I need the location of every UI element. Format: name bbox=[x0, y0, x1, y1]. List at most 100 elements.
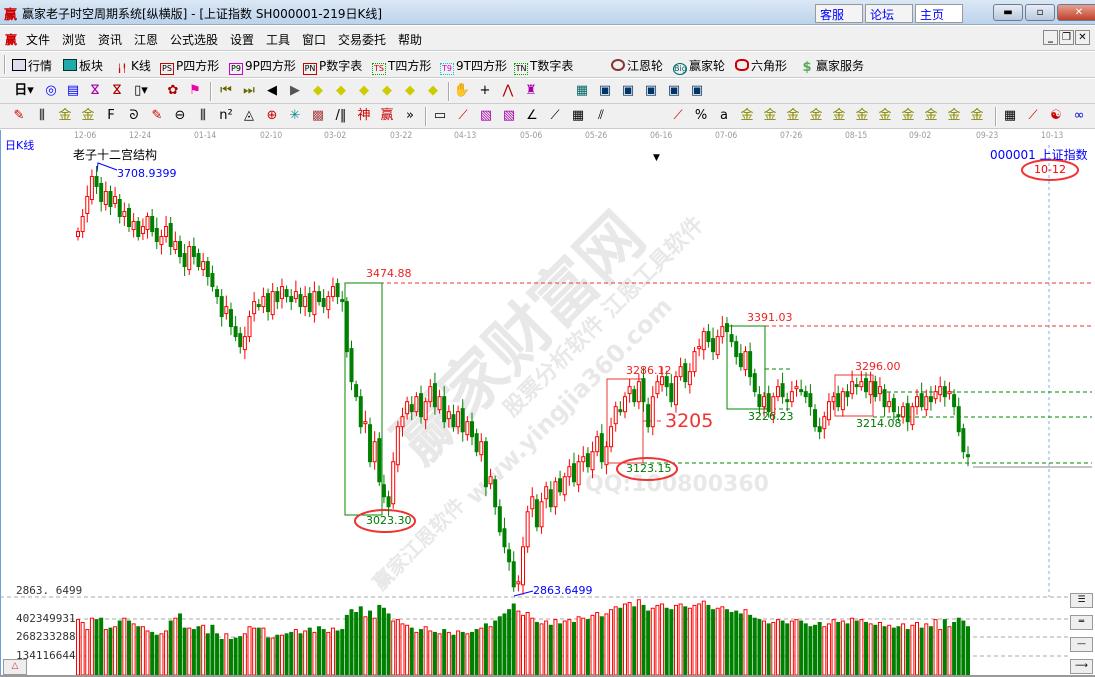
menu-formula[interactable]: 公式选股 bbox=[170, 33, 219, 47]
ray-icon[interactable]: ⟋ bbox=[550, 108, 560, 123]
layout-icon[interactable]: ▦ bbox=[1003, 108, 1017, 123]
text-icon[interactable]: a bbox=[720, 108, 728, 123]
sector-button[interactable]: 板块 bbox=[63, 57, 103, 74]
god-line-icon[interactable]: 神 bbox=[357, 108, 371, 123]
angle-fan-icon[interactable]: ∠ bbox=[526, 108, 538, 123]
clipboard-icon[interactable]: ▤ bbox=[66, 83, 80, 98]
scroll-left-icon[interactable]: ◀ bbox=[267, 83, 277, 98]
pen-icon[interactable]: ✎ bbox=[13, 108, 25, 123]
kline-button[interactable]: ╽╿ K线 bbox=[115, 57, 151, 76]
t-number-table-button[interactable]: TN T数字表 bbox=[514, 57, 573, 75]
close-button[interactable]: ✕ bbox=[1057, 4, 1095, 21]
calculator-icon[interactable]: ▣ bbox=[598, 83, 612, 98]
parallel-lines-icon[interactable]: ⫼ bbox=[39, 108, 45, 123]
menu-trade[interactable]: 交易委托 bbox=[338, 33, 387, 47]
grid-icon[interactable]: ▦ bbox=[571, 108, 585, 123]
spiral-icon[interactable]: ᘐ bbox=[129, 108, 139, 123]
maximize-button[interactable]: ▫ bbox=[1025, 4, 1055, 21]
print-icon[interactable]: ▣ bbox=[667, 83, 681, 98]
star-web-icon[interactable]: ✳ bbox=[289, 108, 301, 123]
gold-line2-icon[interactable]: 金 bbox=[81, 108, 95, 123]
crosshair-icon[interactable]: + bbox=[479, 83, 491, 98]
percent-icon[interactable]: % bbox=[694, 108, 708, 123]
table-icon[interactable]: ▣ bbox=[621, 83, 635, 98]
n-square-icon[interactable]: n² bbox=[219, 108, 233, 123]
infinity-icon[interactable]: ∞ bbox=[1073, 108, 1085, 123]
9t-square-button[interactable]: T9 9T四方形 bbox=[440, 57, 507, 75]
marker-icon[interactable]: ✎ bbox=[151, 108, 163, 123]
angle-icon[interactable]: /‖ bbox=[335, 108, 347, 123]
mdi-minimize-button[interactable]: _ bbox=[1043, 30, 1058, 45]
last-icon[interactable]: ⏭ bbox=[243, 83, 255, 98]
gold-line-icon[interactable]: 金 bbox=[58, 108, 72, 123]
gold-ruler7-icon[interactable]: 金 bbox=[878, 108, 892, 123]
fan-icon[interactable]: ⟋ bbox=[458, 108, 468, 123]
9p-square-button[interactable]: P9 9P四方形 bbox=[229, 57, 296, 75]
service-link[interactable]: 客服 bbox=[815, 4, 863, 23]
fibonacci-icon[interactable]: F bbox=[107, 108, 115, 123]
indicator-panel-1-button[interactable]: — bbox=[1070, 637, 1093, 652]
winner-wheel-button[interactable]: Big 赢家轮 bbox=[673, 57, 725, 75]
line-tool-icon[interactable]: ⋀ bbox=[502, 83, 514, 98]
wave3-icon[interactable]: ⴵ bbox=[90, 83, 100, 98]
map-icon[interactable]: ✿ bbox=[167, 83, 179, 98]
homepage-link[interactable]: 主页 bbox=[915, 4, 963, 23]
yin-yang-icon[interactable]: ☯ bbox=[1050, 108, 1062, 123]
gold-ruler10-icon[interactable]: 金 bbox=[947, 108, 961, 123]
menu-settings[interactable]: 设置 bbox=[230, 33, 255, 47]
menu-help[interactable]: 帮助 bbox=[398, 33, 423, 47]
gold-ruler11-icon[interactable]: 金 bbox=[970, 108, 984, 123]
gold-ruler-icon[interactable]: 金 bbox=[740, 108, 754, 123]
period-dropdown[interactable]: 日▾ bbox=[14, 83, 34, 98]
mdi-close-button[interactable]: ✕ bbox=[1075, 30, 1090, 45]
triangle-icon[interactable]: ◬ bbox=[244, 108, 254, 123]
square-web-icon[interactable]: ▩ bbox=[311, 108, 325, 123]
circle-cycle-icon[interactable]: ⊖ bbox=[174, 108, 186, 123]
box-icon[interactable]: ▭ bbox=[433, 108, 447, 123]
zoom-out-icon[interactable]: ◆ bbox=[428, 83, 438, 98]
scroll-right-icon[interactable]: ▶ bbox=[290, 83, 300, 98]
overlay-icon[interactable]: ◎ bbox=[45, 83, 57, 98]
expand-icon[interactable]: ◆ bbox=[359, 83, 369, 98]
gold-ruler9-icon[interactable]: 金 bbox=[924, 108, 938, 123]
pitchfork-icon[interactable]: ⟋ bbox=[673, 108, 683, 123]
shrink-icon[interactable]: ◆ bbox=[382, 83, 392, 98]
cycle-lines-icon[interactable]: ⫼ bbox=[200, 108, 206, 123]
calendar-icon[interactable]: ▦ bbox=[575, 83, 589, 98]
minimize-button[interactable]: ▬ bbox=[993, 4, 1023, 21]
quote-button[interactable]: 行情 bbox=[12, 57, 52, 74]
menu-browse[interactable]: 浏览 bbox=[62, 33, 87, 47]
hexagon-button[interactable]: 六角形 bbox=[735, 57, 787, 74]
gold-ruler3-icon[interactable]: 金 bbox=[786, 108, 800, 123]
chart-icon[interactable]: ⟋ bbox=[1028, 108, 1038, 123]
win-line-icon[interactable]: 赢 bbox=[380, 108, 394, 123]
more-icon[interactable]: » bbox=[406, 108, 414, 123]
wave9-icon[interactable]: ⴵ bbox=[112, 83, 122, 98]
menu-info[interactable]: 资讯 bbox=[98, 33, 123, 47]
export-icon[interactable]: ▣ bbox=[690, 83, 704, 98]
menu-gann[interactable]: 江恩 bbox=[134, 33, 159, 47]
mdi-restore-button[interactable]: ❐ bbox=[1059, 30, 1074, 45]
target-icon[interactable]: ⊕ bbox=[266, 108, 278, 123]
gold-ruler8-icon[interactable]: 金 bbox=[901, 108, 915, 123]
gann-wheel-button[interactable]: 江恩轮 bbox=[611, 57, 663, 74]
menu-file[interactable]: 文件 bbox=[26, 33, 51, 47]
zoom-right-icon[interactable]: ◆ bbox=[336, 83, 346, 98]
winner-service-button[interactable]: $ 赢家服务 bbox=[800, 57, 864, 75]
indicator-panel-2-button[interactable]: ═ bbox=[1070, 615, 1093, 630]
p-square-button[interactable]: PS P四方形 bbox=[160, 57, 219, 75]
t-square-button[interactable]: TS T四方形 bbox=[372, 57, 431, 75]
indicator-panel-3-button[interactable]: ☰ bbox=[1070, 593, 1093, 608]
zoom-left-icon[interactable]: ◆ bbox=[313, 83, 323, 98]
expand-panel-button[interactable]: △ bbox=[3, 659, 27, 675]
candle-type-dropdown[interactable]: ▯▾ bbox=[134, 83, 148, 98]
stamp-icon[interactable]: ♜ bbox=[525, 83, 537, 98]
channel-icon[interactable]: ⫽ bbox=[598, 108, 604, 123]
square-fan-icon[interactable]: ▧ bbox=[479, 108, 493, 123]
gold-ruler6-icon[interactable]: 金 bbox=[855, 108, 869, 123]
zoom-in-icon[interactable]: ◆ bbox=[405, 83, 415, 98]
indicator-settings-button[interactable]: ⟶ bbox=[1070, 659, 1093, 674]
gold-ruler4-icon[interactable]: 金 bbox=[809, 108, 823, 123]
square-fan2-icon[interactable]: ▧ bbox=[502, 108, 516, 123]
menu-window[interactable]: 窗口 bbox=[302, 33, 327, 47]
